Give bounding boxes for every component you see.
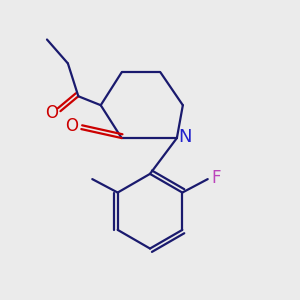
Text: N: N [178,128,192,146]
Text: F: F [211,169,221,187]
Text: O: O [45,104,58,122]
Text: O: O [65,117,78,135]
